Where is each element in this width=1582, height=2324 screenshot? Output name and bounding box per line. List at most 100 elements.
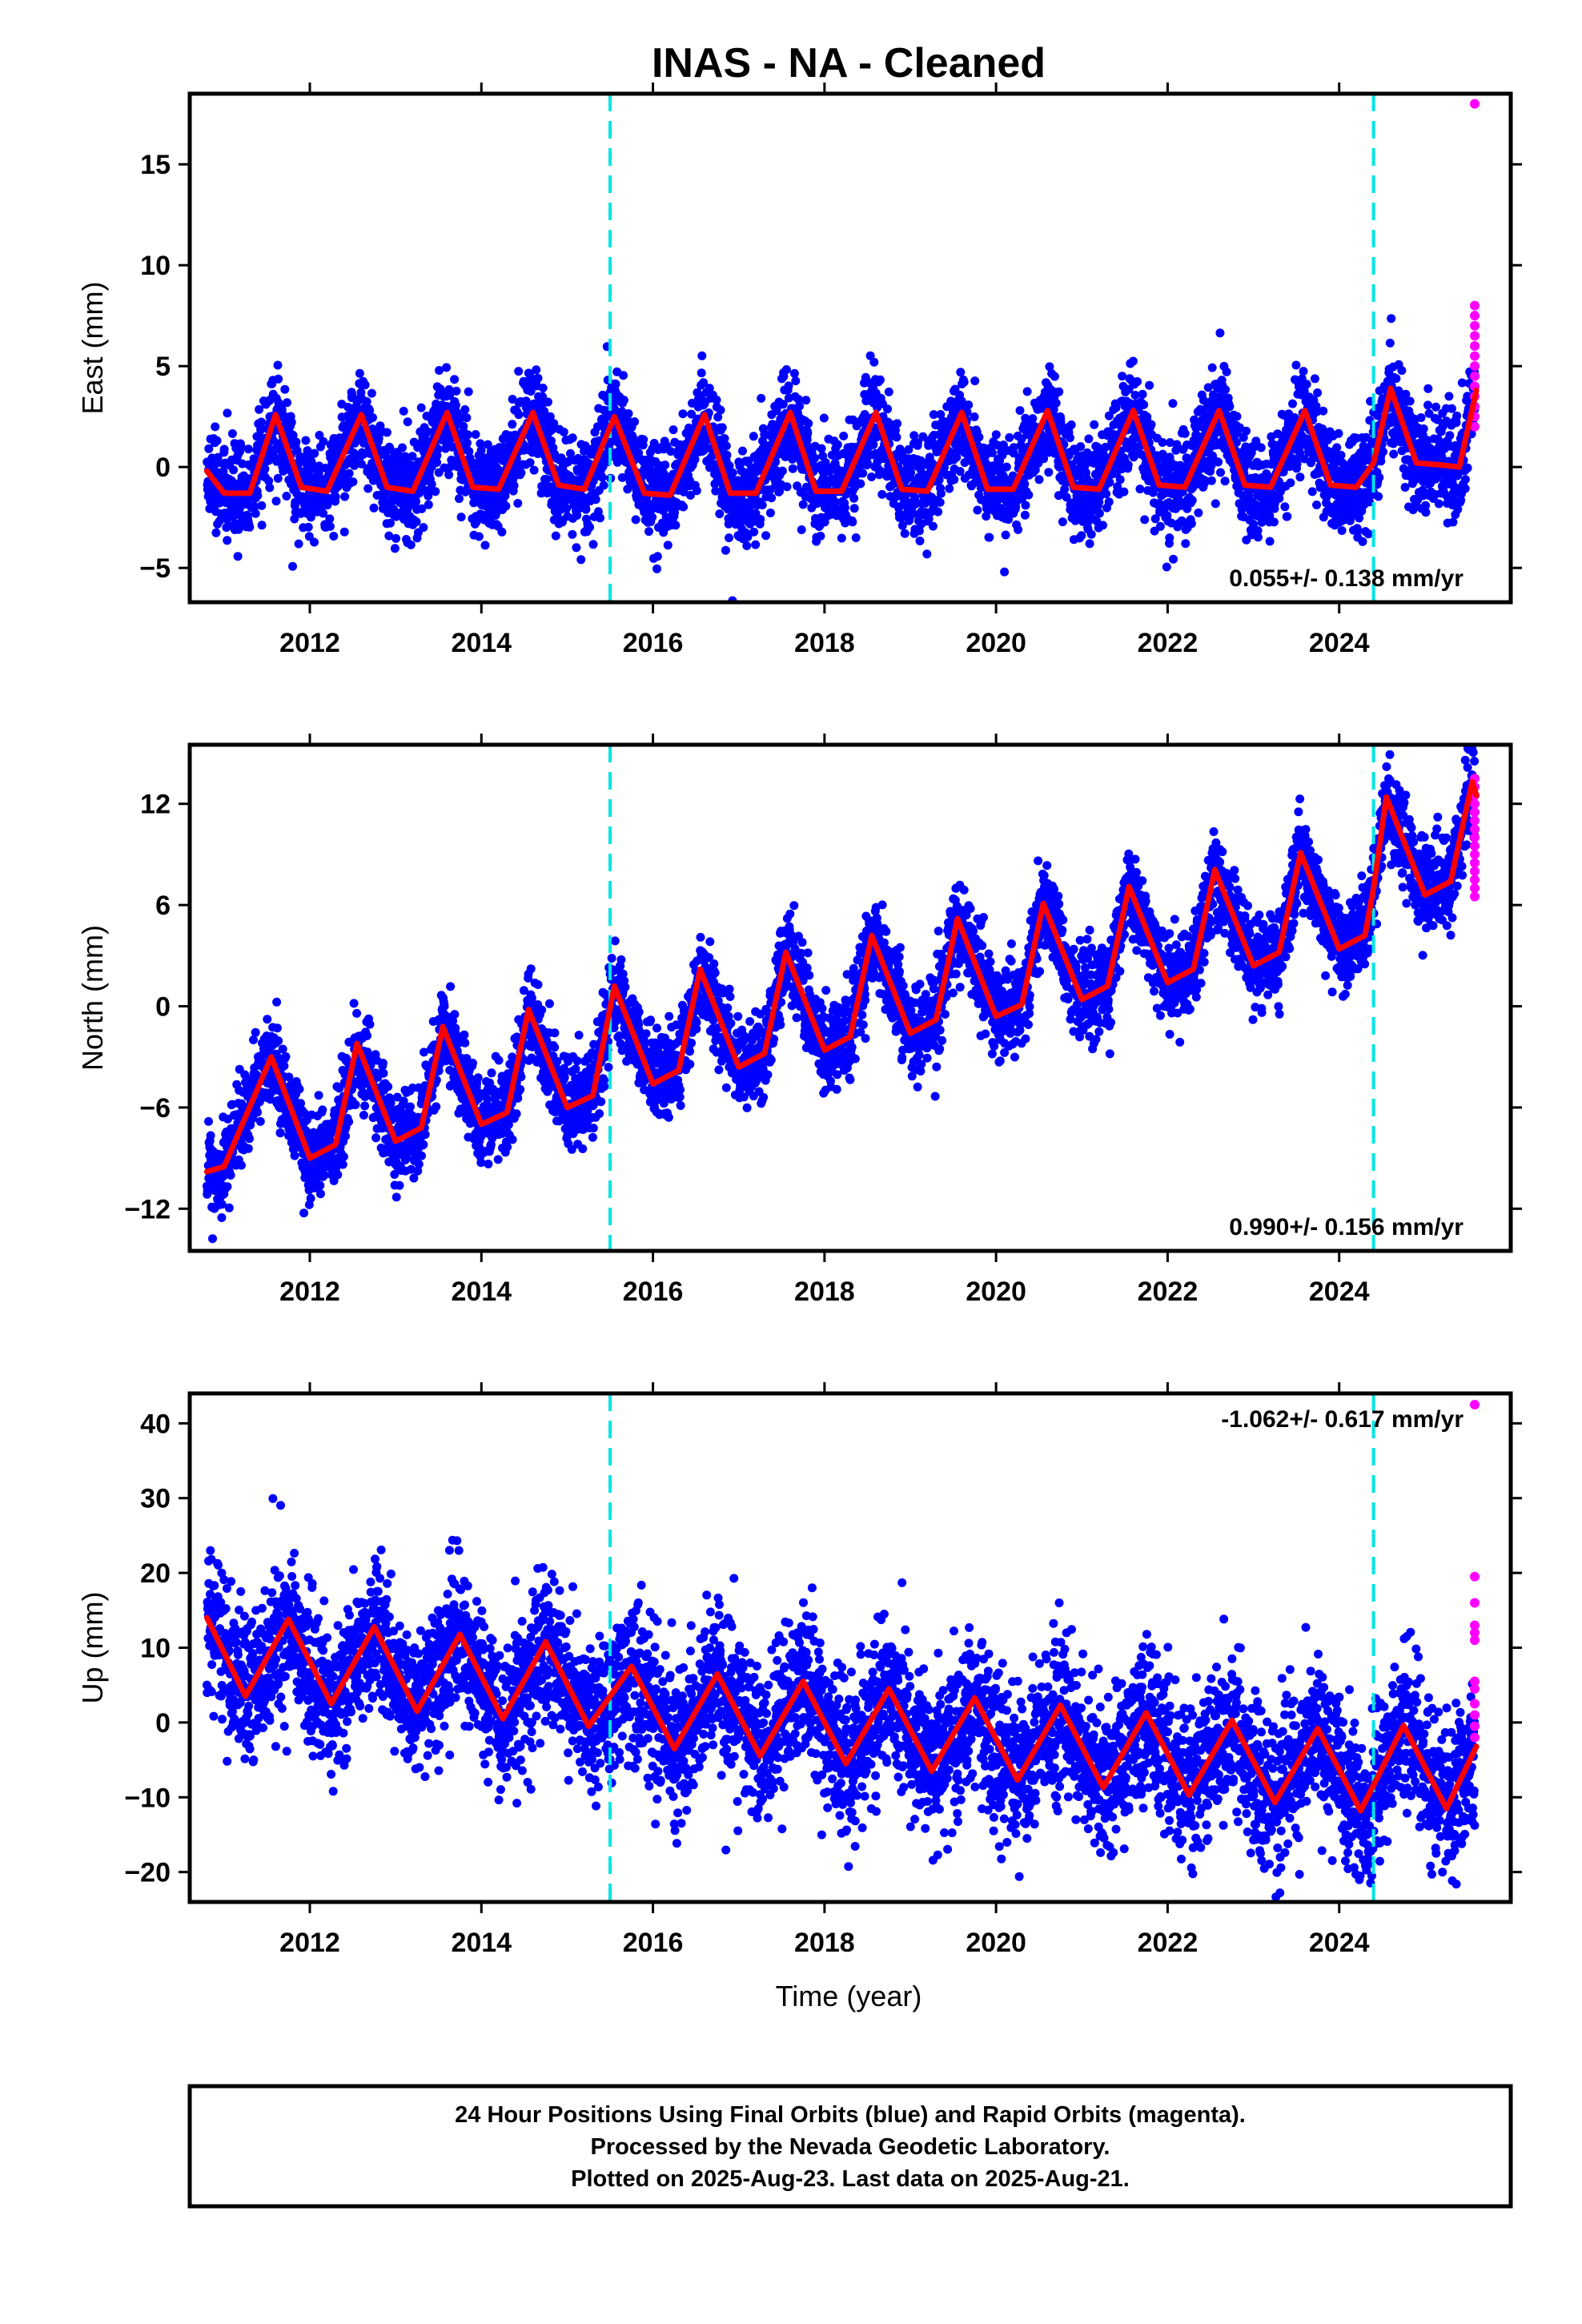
east-final-point bbox=[382, 428, 391, 437]
east-final-point bbox=[784, 381, 793, 391]
east-final-point bbox=[501, 501, 511, 511]
east-final-point bbox=[1365, 416, 1375, 425]
east-final-point bbox=[738, 446, 747, 456]
east-plot-area bbox=[203, 94, 1480, 602]
east-final-point bbox=[314, 468, 323, 478]
east-final-point bbox=[280, 384, 290, 394]
east-final-point bbox=[339, 527, 349, 537]
east-final-point bbox=[292, 446, 302, 456]
east-final-point bbox=[399, 406, 408, 416]
east-final-point bbox=[564, 456, 573, 466]
east-final-point bbox=[1123, 444, 1133, 452]
east-final-point bbox=[223, 536, 232, 545]
east-final-point bbox=[1066, 433, 1074, 443]
east-final-point bbox=[576, 555, 586, 565]
east-final-point bbox=[697, 351, 707, 360]
east-final-point bbox=[1200, 476, 1209, 485]
east-final-point bbox=[432, 458, 442, 467]
east-final-point bbox=[233, 552, 243, 561]
east-final-point bbox=[538, 384, 548, 392]
east-final-point bbox=[463, 438, 472, 448]
east-final-point bbox=[1085, 539, 1094, 549]
east-final-point bbox=[705, 384, 714, 393]
east-final-point bbox=[652, 552, 662, 561]
east-final-point bbox=[985, 533, 994, 542]
east-final-point bbox=[304, 532, 314, 541]
east-final-point bbox=[367, 388, 376, 398]
east-final-point bbox=[777, 466, 787, 476]
east-final-point bbox=[442, 363, 452, 372]
east-final-point bbox=[1363, 529, 1373, 539]
east-final-point bbox=[1180, 428, 1190, 438]
east-final-point bbox=[1084, 434, 1094, 444]
east-final-point bbox=[1165, 533, 1174, 543]
east-final-point bbox=[301, 436, 311, 445]
east-final-point bbox=[1336, 450, 1346, 460]
east-final-point bbox=[1115, 475, 1125, 485]
east-final-point bbox=[419, 485, 428, 494]
east-final-point bbox=[256, 425, 266, 435]
east-final-point bbox=[970, 376, 980, 386]
east-final-point bbox=[914, 526, 924, 536]
east-final-point bbox=[1158, 438, 1167, 447]
east-final-point bbox=[1374, 492, 1383, 501]
east-final-point bbox=[1168, 399, 1178, 408]
east-final-point bbox=[508, 420, 517, 429]
east-final-point bbox=[257, 417, 266, 427]
east-final-point bbox=[1130, 391, 1140, 400]
east-final-point bbox=[257, 501, 267, 510]
east-final-point bbox=[1015, 406, 1025, 416]
east-final-point bbox=[1051, 398, 1061, 408]
east-final-point bbox=[670, 508, 679, 517]
east-final-point bbox=[891, 425, 900, 435]
east-final-point bbox=[1310, 374, 1319, 384]
east-final-point bbox=[1001, 530, 1010, 540]
east-final-point bbox=[956, 368, 966, 377]
east-final-point bbox=[892, 432, 901, 442]
east-final-point bbox=[884, 387, 893, 396]
east-final-point bbox=[572, 511, 582, 520]
east-final-point bbox=[1014, 525, 1023, 534]
east-final-point bbox=[1146, 420, 1156, 429]
east-final-point bbox=[883, 404, 892, 414]
east-final-point bbox=[687, 409, 697, 419]
east-final-point bbox=[833, 440, 842, 449]
east-final-point bbox=[761, 531, 771, 541]
east-final-point bbox=[1094, 509, 1104, 518]
east-final-point bbox=[331, 492, 340, 501]
panel-east: 2012 2014 2016 2018 2020 2022 2024−5051015East… bbox=[76, 82, 1522, 658]
east-final-point bbox=[803, 428, 813, 438]
east-final-point bbox=[223, 408, 232, 418]
east-final-point bbox=[526, 387, 536, 396]
east-final-point bbox=[856, 479, 865, 489]
east-final-point bbox=[1020, 510, 1030, 520]
east-final-point bbox=[1123, 460, 1133, 469]
east-final-point bbox=[483, 440, 492, 449]
east-final-point bbox=[1024, 490, 1034, 500]
east-final-point bbox=[1002, 462, 1011, 472]
east-final-point bbox=[1421, 501, 1431, 510]
east-final-point bbox=[869, 440, 878, 449]
east-final-point bbox=[1005, 432, 1014, 442]
east-final-point bbox=[245, 522, 255, 532]
east-final-point bbox=[1423, 384, 1433, 393]
east-final-point bbox=[685, 491, 695, 500]
east-final-point bbox=[1150, 514, 1160, 524]
east-final-point bbox=[1187, 496, 1197, 505]
east-final-point bbox=[303, 522, 313, 532]
east-final-point bbox=[398, 443, 407, 452]
east-final-point bbox=[757, 501, 767, 510]
east-final-point bbox=[1215, 328, 1225, 338]
east-final-point bbox=[1265, 511, 1275, 521]
east-final-point bbox=[1256, 443, 1266, 452]
east-final-point bbox=[721, 545, 730, 555]
east-final-point bbox=[1145, 380, 1154, 390]
east-final-point bbox=[849, 493, 859, 503]
east-final-point bbox=[355, 368, 364, 378]
east-final-point bbox=[1021, 501, 1030, 510]
east-final-point bbox=[1307, 487, 1317, 497]
east-final-point bbox=[749, 527, 759, 537]
east-final-point bbox=[525, 458, 535, 468]
east-final-point bbox=[211, 528, 221, 537]
east-final-point bbox=[1319, 406, 1328, 416]
